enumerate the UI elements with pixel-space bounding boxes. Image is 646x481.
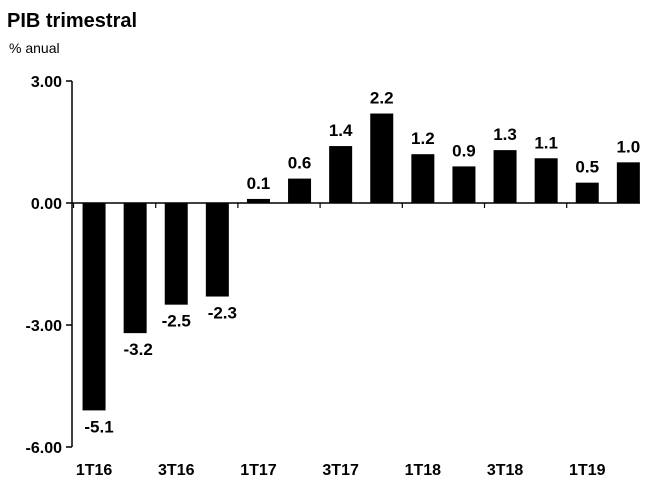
data-label: -5.1 [84, 417, 113, 436]
data-label: 0.1 [247, 174, 271, 193]
bar [329, 146, 353, 203]
bar [205, 203, 229, 297]
y-tick-label: 0.00 [31, 196, 62, 213]
data-label: 1.1 [534, 133, 558, 152]
bar [493, 150, 517, 203]
data-label: 1.4 [329, 121, 353, 140]
y-tick-label: -3.00 [26, 318, 63, 335]
bar [534, 158, 558, 203]
x-tick-label: 3T16 [158, 462, 195, 479]
bar [82, 203, 106, 411]
x-tick-label: 1T16 [76, 462, 113, 479]
bar [123, 203, 147, 334]
x-tick-label: 3T17 [322, 462, 359, 479]
bar [411, 154, 435, 203]
data-label: 2.2 [370, 89, 394, 108]
x-tick-label: 1T19 [569, 462, 606, 479]
data-label: 1.2 [411, 129, 435, 148]
x-tick-label: 1T17 [240, 462, 277, 479]
data-label: 0.9 [452, 141, 476, 160]
chart-subtitle: % anual [9, 40, 60, 56]
bar [575, 182, 599, 203]
x-tick-label: 1T18 [405, 462, 442, 479]
data-label: 1.0 [617, 137, 641, 156]
data-label: 0.6 [288, 154, 312, 173]
data-label: 0.5 [575, 158, 599, 177]
x-tick-label: 3T18 [487, 462, 524, 479]
bar [288, 178, 312, 203]
bar [246, 198, 270, 203]
bar [164, 203, 188, 305]
y-tick-label: 3.00 [31, 74, 62, 91]
data-label: -2.3 [208, 304, 237, 323]
bar [616, 162, 640, 203]
data-label: 1.3 [493, 125, 517, 144]
chart-title: PIB trimestral [7, 10, 138, 32]
bar [370, 113, 394, 203]
y-tick-label: -6.00 [26, 440, 63, 457]
data-label: -2.5 [162, 312, 191, 331]
bar [452, 166, 476, 203]
data-label: -3.2 [124, 340, 153, 359]
